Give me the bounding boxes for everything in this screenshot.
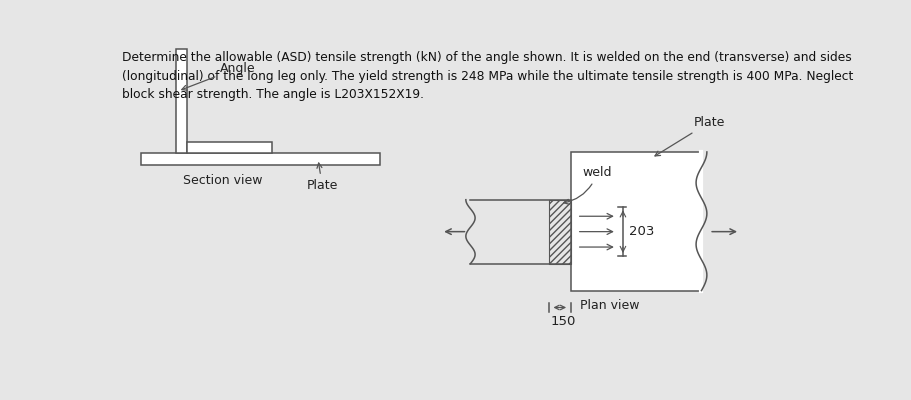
Bar	[187, 142, 271, 153]
Text: Section view: Section view	[183, 174, 262, 187]
Text: 150: 150	[550, 315, 576, 328]
Text: Angle: Angle	[181, 62, 256, 90]
Text: Plate: Plate	[306, 163, 337, 192]
Bar	[570, 152, 701, 290]
Bar	[548, 200, 570, 264]
Text: 203: 203	[629, 225, 654, 238]
Text: Determine the allowable (ASD) tensile strength (kN) of the angle shown. It is we: Determine the allowable (ASD) tensile st…	[122, 51, 853, 101]
Bar	[141, 153, 379, 165]
Bar	[176, 49, 187, 153]
Text: Plan view: Plan view	[579, 299, 639, 312]
Text: Plate: Plate	[654, 116, 724, 156]
Text: weld: weld	[563, 166, 611, 204]
